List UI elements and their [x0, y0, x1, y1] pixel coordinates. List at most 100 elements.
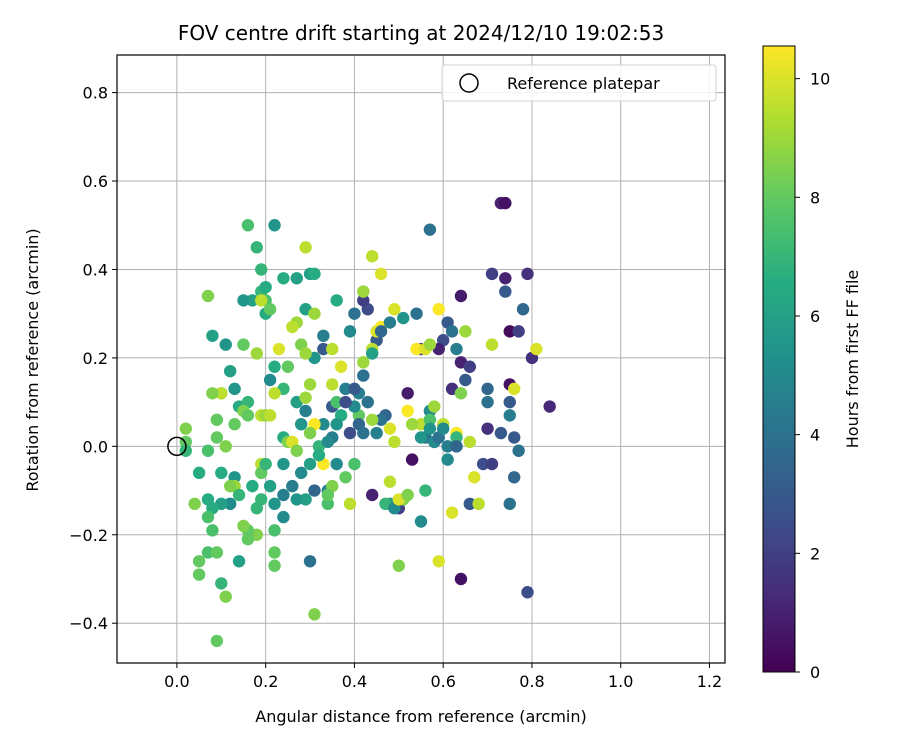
data-point [507, 382, 521, 396]
data-point [277, 272, 290, 285]
data-point [232, 555, 246, 568]
data-point [388, 303, 401, 316]
data-point [463, 435, 477, 449]
data-point [299, 241, 312, 254]
data-point [303, 555, 317, 568]
data-point [294, 466, 308, 480]
data-point [299, 347, 312, 360]
data-point [468, 471, 481, 484]
data-point [228, 418, 241, 431]
data-point [339, 471, 352, 484]
data-point [361, 395, 374, 409]
x-tick-label: 0.4 [342, 672, 367, 691]
plot-frame [116, 54, 726, 664]
data-point [219, 590, 232, 603]
data-point [268, 497, 281, 511]
data-point [277, 457, 290, 471]
reference-marker [167, 436, 187, 457]
y-axis-label: Rotation from reference (arcmin) [23, 228, 42, 491]
data-point [232, 488, 246, 502]
data-point [432, 303, 445, 316]
y-tick-label: 0.6 [83, 172, 108, 191]
chart-title: FOV centre drift starting at 2024/12/10 … [178, 21, 664, 45]
y-tick-label: 0.4 [83, 260, 108, 279]
data-point [530, 342, 543, 356]
data-point [223, 497, 237, 511]
data-point [476, 457, 490, 471]
data-point [507, 431, 521, 444]
data-point [348, 307, 361, 320]
data-point [317, 329, 330, 342]
data-point [365, 249, 379, 263]
colorbar-tick-label: 6 [810, 307, 820, 326]
data-point [503, 325, 516, 338]
data-point [357, 356, 370, 369]
data-point [263, 409, 277, 422]
data-point [330, 395, 343, 409]
legend: Reference platepar [441, 64, 717, 102]
y-tick-label: −0.2 [69, 526, 108, 545]
data-point [290, 272, 303, 285]
data-point [543, 400, 556, 413]
data-point [308, 307, 321, 320]
data-point [503, 497, 516, 511]
data-point [294, 418, 308, 431]
y-tick-label: −0.4 [69, 614, 108, 633]
data-point [441, 440, 454, 453]
data-point [277, 510, 290, 524]
data-point [423, 422, 437, 435]
data-point [179, 422, 192, 435]
y-axis-ticks: −0.4 −0.2 0.0 0.2 0.4 0.6 0.8 [69, 84, 117, 633]
data-point [401, 387, 414, 400]
data-point [250, 347, 263, 360]
data-point [281, 360, 295, 373]
grid [117, 55, 725, 663]
data-point [299, 404, 312, 418]
data-point [308, 484, 321, 497]
data-point [268, 546, 281, 559]
data-point [215, 466, 228, 480]
y-tick-label: 0.8 [83, 84, 108, 103]
data-point [317, 418, 330, 431]
data-point [405, 453, 419, 466]
data-point [441, 453, 454, 466]
data-point [459, 325, 472, 338]
data-point [383, 316, 397, 329]
data-point [246, 294, 259, 307]
data-point [201, 444, 215, 457]
data-point [405, 418, 419, 431]
data-point [481, 395, 494, 409]
x-tick-label: 1.0 [608, 672, 633, 691]
data-point [397, 311, 410, 325]
data-point [223, 364, 237, 378]
data-point [201, 289, 215, 303]
data-point [436, 422, 450, 435]
data-point [494, 426, 508, 440]
y-tick-label: 0.2 [83, 349, 108, 368]
data-point [521, 586, 534, 599]
data-point [255, 493, 268, 506]
data-point [450, 440, 463, 453]
data-point [263, 373, 277, 387]
data-point [228, 382, 241, 396]
data-point [414, 515, 428, 528]
data-point [499, 285, 512, 298]
data-point [445, 325, 459, 338]
data-point [365, 347, 379, 360]
colorbar-tick-label: 4 [810, 426, 820, 445]
data-point [206, 329, 219, 342]
data-point [423, 338, 437, 351]
data-point [299, 391, 312, 404]
data-point [343, 497, 357, 511]
data-point [321, 435, 335, 449]
data-point [259, 280, 272, 294]
data-point [201, 546, 215, 559]
data-point [343, 426, 357, 440]
data-point [339, 382, 352, 396]
data-point [392, 559, 406, 572]
data-point [188, 497, 201, 511]
data-point [268, 219, 281, 232]
data-point [290, 444, 303, 457]
x-tick-label: 0.6 [430, 672, 455, 691]
data-point [374, 325, 388, 338]
